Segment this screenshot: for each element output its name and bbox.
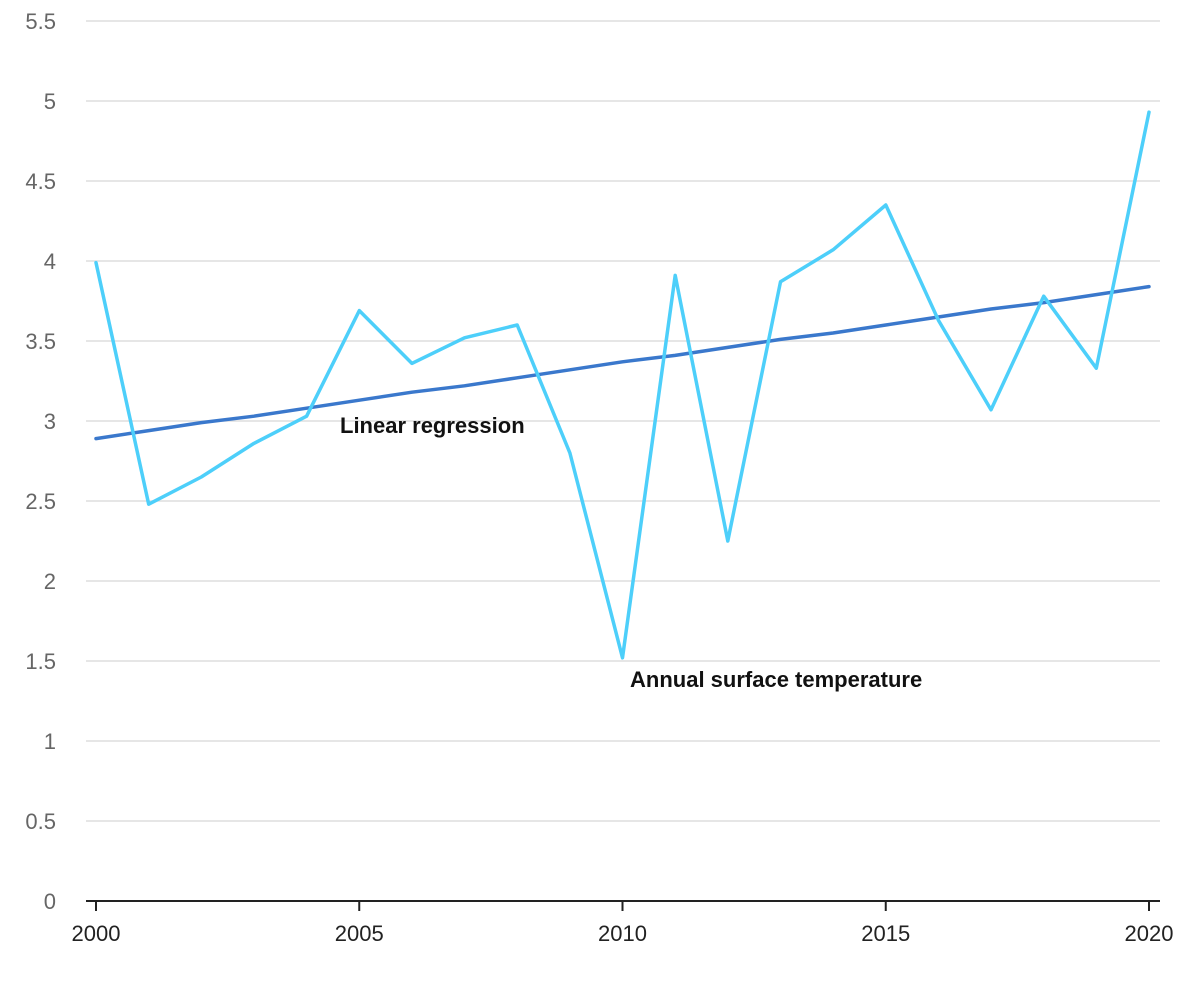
x-tick-label: 2010: [598, 921, 647, 946]
y-tick-label: 0: [44, 889, 56, 914]
series-line-linear-regression: [94, 284, 1151, 441]
series-label-linear-regression: Linear regression: [340, 413, 525, 438]
series-labels: Linear regression Annual surface tempera…: [340, 413, 922, 692]
y-tick-label: 5.5: [25, 9, 56, 34]
series-label-annual-surface-temperature: Annual surface temperature: [630, 667, 922, 692]
x-tick-label: 2015: [861, 921, 910, 946]
y-tick-label: 4: [44, 249, 56, 274]
y-tick-label: 5: [44, 89, 56, 114]
y-tick-label: 0.5: [25, 809, 56, 834]
y-tick-label: 1: [44, 729, 56, 754]
y-axis-ticks: 0 0.5 1 1.5 2 2.5 3 3.5 4 4.5 5 5.5: [25, 9, 56, 914]
series-line-annual-surface-temperature: [94, 110, 1151, 660]
series-lines: [94, 110, 1151, 660]
y-tick-label: 2: [44, 569, 56, 594]
y-tick-label: 3: [44, 409, 56, 434]
x-tick-label: 2005: [335, 921, 384, 946]
x-tick-label: 2000: [72, 921, 121, 946]
x-tick-label: 2020: [1125, 921, 1174, 946]
y-tick-label: 4.5: [25, 169, 56, 194]
y-tick-label: 3.5: [25, 329, 56, 354]
y-tick-label: 1.5: [25, 649, 56, 674]
y-tick-label: 2.5: [25, 489, 56, 514]
x-axis: 2000 2005 2010 2015 2020: [72, 900, 1174, 946]
grid-lines: [86, 20, 1160, 822]
